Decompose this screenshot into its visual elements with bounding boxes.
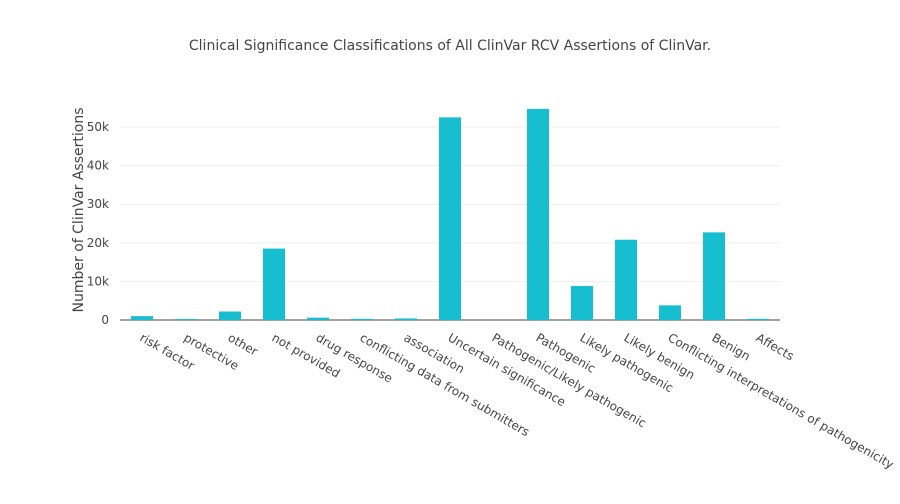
bar[interactable] — [263, 248, 285, 320]
bar[interactable] — [395, 318, 417, 320]
bar[interactable] — [439, 117, 461, 320]
y-tick-label: 40k — [87, 159, 109, 173]
y-tick-label: 0 — [101, 313, 109, 327]
bar[interactable] — [659, 305, 681, 320]
y-tick-layer: 0 10k 20k 30k 40k 50k — [87, 120, 109, 327]
bar[interactable] — [703, 232, 725, 320]
bar[interactable] — [219, 311, 241, 320]
bar[interactable] — [747, 318, 769, 320]
bar[interactable] — [527, 108, 549, 320]
bar[interactable] — [571, 286, 593, 320]
bar-layer — [131, 108, 769, 320]
y-tick-label: 50k — [87, 120, 109, 134]
bar[interactable] — [131, 316, 153, 320]
y-axis-title: Number of ClinVar Assertions — [71, 108, 87, 313]
bar[interactable] — [615, 239, 637, 320]
x-tick-label: Affects — [754, 330, 797, 363]
bar[interactable] — [175, 319, 197, 320]
y-tick-label: 10k — [87, 274, 109, 288]
y-tick-label: 30k — [87, 197, 109, 211]
bar[interactable] — [351, 318, 373, 320]
bar[interactable] — [307, 317, 329, 320]
y-tick-label: 20k — [87, 236, 109, 250]
chart-title: Clinical Significance Classifications of… — [189, 38, 711, 54]
